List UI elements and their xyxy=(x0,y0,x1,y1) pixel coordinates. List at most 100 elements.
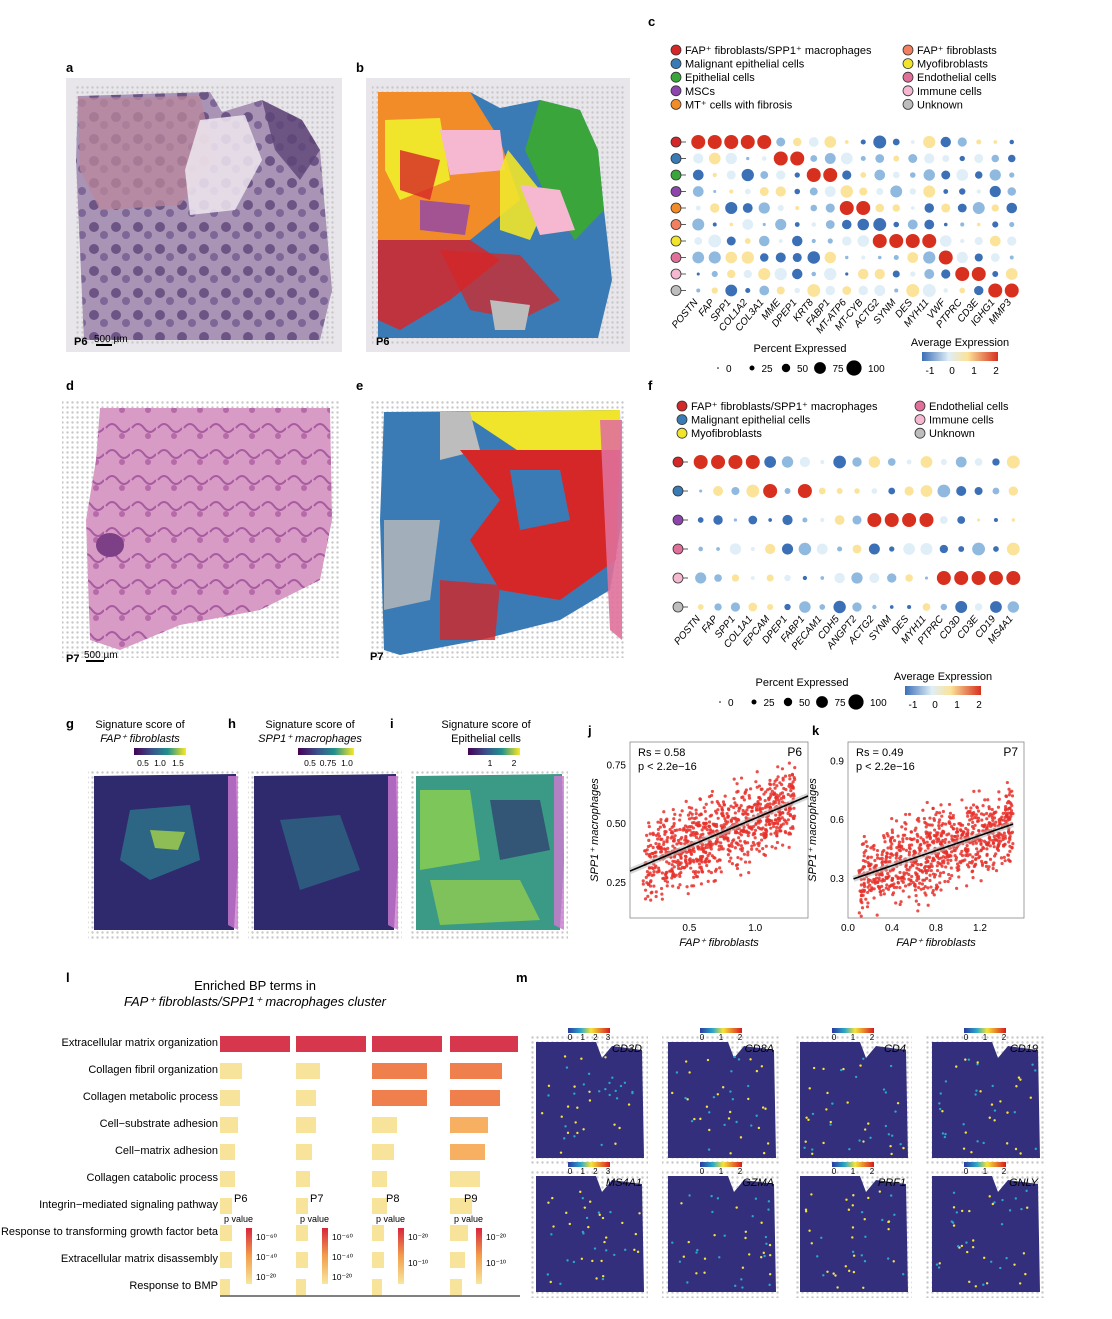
scatter-point xyxy=(909,837,914,842)
expression-spot xyxy=(938,1107,942,1111)
expression-dot xyxy=(922,234,937,248)
scatter-point xyxy=(889,852,894,856)
scatter-point xyxy=(691,826,695,830)
scatter-point xyxy=(726,839,730,843)
expression-dot xyxy=(794,188,801,195)
panel-letter-k: k xyxy=(812,723,820,738)
expression-dot xyxy=(1007,601,1020,613)
scatter-point xyxy=(778,829,782,833)
expression-spot xyxy=(682,1255,686,1258)
scatter-point xyxy=(775,834,779,838)
expression-dot xyxy=(729,189,734,194)
bar xyxy=(450,1063,502,1079)
expression-dot xyxy=(876,188,884,195)
tissue-region xyxy=(668,1176,776,1292)
expression-spot xyxy=(993,1109,997,1112)
bar xyxy=(220,1063,242,1079)
row-swatch xyxy=(670,252,682,263)
scatter-point xyxy=(881,888,885,892)
scatter-point xyxy=(773,786,777,790)
scatter-point xyxy=(708,851,712,856)
expression-spot xyxy=(840,1068,843,1072)
scatter-point xyxy=(1003,836,1007,840)
tissue-region xyxy=(800,1176,908,1292)
expression-dot xyxy=(902,513,917,527)
expression-spot xyxy=(582,1128,585,1131)
expression-spot xyxy=(899,1142,902,1146)
expression-dot xyxy=(955,601,968,613)
scatter-point xyxy=(736,843,740,847)
bar xyxy=(372,1036,442,1052)
scatter-point xyxy=(1007,836,1012,840)
expression-spot xyxy=(723,1123,726,1127)
expression-dot xyxy=(877,255,882,260)
expression-dot xyxy=(811,222,817,227)
scatter-point xyxy=(894,901,898,905)
scatter-point xyxy=(954,858,958,862)
expression-dot xyxy=(731,574,740,582)
sample-label: P7 xyxy=(1003,745,1018,759)
expression-dot xyxy=(790,151,805,166)
expression-spot xyxy=(826,1270,829,1273)
expression-spot xyxy=(822,1141,825,1145)
scatter-point xyxy=(878,890,882,894)
expression-spot xyxy=(896,1101,900,1105)
scatter-point xyxy=(1001,836,1005,840)
expression-spot xyxy=(739,1136,743,1139)
size-legend-tick: 50 xyxy=(797,364,809,375)
scatter-point xyxy=(785,821,789,825)
expression-dot xyxy=(708,251,721,264)
fit-line xyxy=(629,795,809,872)
scatter-point xyxy=(999,856,1004,860)
scatter-point xyxy=(647,838,651,842)
scatter-point xyxy=(678,883,682,887)
expression-dot xyxy=(922,284,936,297)
scatter-point xyxy=(792,816,796,821)
expression-dot xyxy=(941,269,951,279)
scatter-point xyxy=(873,858,877,863)
scatter-point xyxy=(938,871,943,875)
scatter-point xyxy=(991,866,995,871)
expression-spot xyxy=(1029,1096,1032,1099)
scatter-point xyxy=(877,876,881,880)
scatter-point xyxy=(1002,831,1006,835)
expression-dot xyxy=(758,235,770,247)
expression-dot xyxy=(773,151,788,166)
expression-spot xyxy=(604,1236,608,1239)
expression-dot xyxy=(781,456,794,468)
scatter-point xyxy=(729,804,733,808)
colorbar-tick: 1 xyxy=(719,1167,724,1176)
colorbar-tick: 2 xyxy=(593,1033,598,1042)
scatter-point xyxy=(907,843,912,847)
colorbar-tick: 1 xyxy=(580,1167,585,1176)
panel-letter-e: e xyxy=(356,378,363,393)
expression-dot xyxy=(741,168,754,182)
panel-c-legend: FAP⁺ fibroblasts/SPP1⁺ macrophagesMalign… xyxy=(670,44,997,111)
expression-spot xyxy=(810,1193,813,1196)
expression-dot xyxy=(892,270,900,278)
scatter-point xyxy=(926,843,931,847)
scatter-point xyxy=(905,871,909,875)
scatter-point xyxy=(932,841,936,845)
scatter-point xyxy=(929,885,933,889)
scatter-point xyxy=(641,879,645,883)
legend-swatch xyxy=(670,71,682,83)
scatter-point xyxy=(774,798,778,802)
legend-swatch xyxy=(902,71,914,83)
scatter-point xyxy=(739,873,743,877)
scatter-point xyxy=(769,792,773,796)
scatter-point xyxy=(971,820,975,824)
expression-spot xyxy=(763,1254,766,1258)
scatter-point xyxy=(789,789,793,793)
legend-swatch xyxy=(676,400,688,412)
scatter-point xyxy=(670,835,674,839)
expression-dot xyxy=(761,156,767,161)
expression-spot xyxy=(1018,1282,1022,1285)
p-value-colorbar xyxy=(322,1228,328,1284)
scatter-point xyxy=(992,834,996,839)
expression-spot xyxy=(803,1146,806,1149)
expression-dot xyxy=(907,604,912,610)
expression-dot xyxy=(726,236,736,246)
expression-dot xyxy=(972,202,985,214)
scatter-point xyxy=(925,835,929,839)
